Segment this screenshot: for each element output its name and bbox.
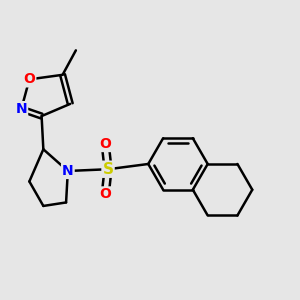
Text: S: S	[103, 162, 113, 177]
Text: N: N	[16, 102, 27, 116]
Text: O: O	[23, 72, 35, 86]
Text: O: O	[99, 137, 111, 151]
Text: N: N	[62, 164, 74, 178]
Text: O: O	[99, 188, 111, 201]
